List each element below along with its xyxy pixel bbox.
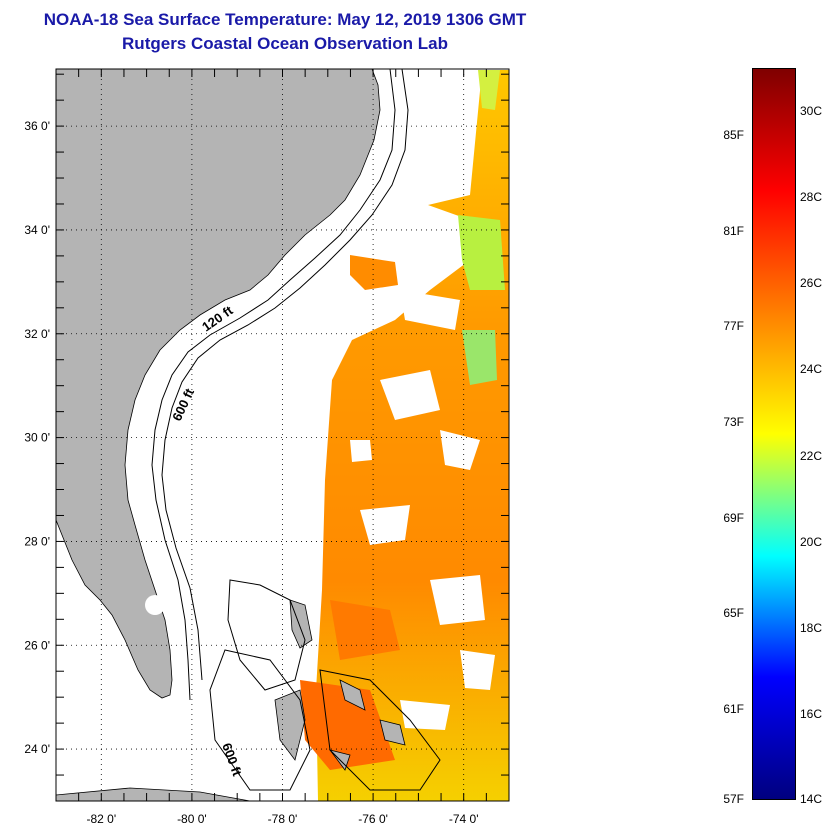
colorbar-celsius-label: 16C: [800, 706, 823, 721]
lat-tick-label: 34 0': [24, 223, 50, 237]
lake-okeechobee: [145, 595, 165, 615]
colorbar-celsius-label: 20C: [800, 534, 823, 549]
us-land: [56, 69, 381, 699]
colorbar-fahrenheit-label: 77F: [723, 319, 744, 334]
colorbar-fahrenheit-label: 69F: [723, 510, 744, 525]
lon-tick-label: -78 0': [268, 812, 298, 826]
colorbar-fahrenheit-label: 65F: [723, 606, 744, 621]
sst-swath: [300, 70, 509, 801]
graticule: [55, 69, 510, 802]
lon-tick-label: -82 0': [86, 812, 116, 826]
colorbar-celsius-label: 14C: [800, 792, 823, 806]
cuba-land: [56, 787, 251, 801]
lat-tick-label: 28 0': [24, 534, 50, 548]
title-line-2: Rutgers Coastal Ocean Observation Lab: [122, 34, 448, 53]
lon-tick-label: -74 0': [449, 812, 479, 826]
colorbar-fahrenheit-label: 85F: [723, 127, 744, 142]
lat-tick-label: 32 0': [24, 327, 50, 341]
colorbar-celsius-label: 24C: [800, 362, 823, 377]
bathymetry-contours: [151, 69, 441, 791]
lon-tick-label: -76 0': [358, 812, 388, 826]
axis-labels: -82 0' -80 0' -78 0' -76 0' -74 0' 36 0' 34 0'…: [24, 119, 478, 826]
colorbar-fahrenheit-label: 57F: [723, 792, 744, 806]
lat-tick-label: 30 0': [24, 431, 50, 445]
lat-tick-label: 36 0': [24, 119, 50, 133]
temperature-colorbar: [752, 68, 796, 800]
colorbar-celsius-label: 30C: [800, 104, 823, 119]
colorbar-fahrenheit-label: 81F: [723, 223, 744, 238]
colorbar-celsius-label: 28C: [800, 190, 823, 205]
colorbar-celsius-label: 26C: [800, 276, 823, 291]
colorbar-fahrenheit-label: 61F: [723, 702, 744, 717]
lat-tick-label: 26 0': [24, 638, 50, 652]
lon-tick-label: -80 0': [177, 812, 207, 826]
colorbar-celsius-label: 18C: [800, 620, 823, 635]
title-line-1: NOAA-18 Sea Surface Temperature: May 12,…: [43, 10, 527, 29]
lat-tick-label: 24 0': [24, 742, 50, 756]
colorbar-fahrenheit-label: 73F: [723, 415, 744, 430]
colorbar-celsius-label: 22C: [800, 448, 823, 463]
bahamas-islands: [274, 599, 406, 771]
